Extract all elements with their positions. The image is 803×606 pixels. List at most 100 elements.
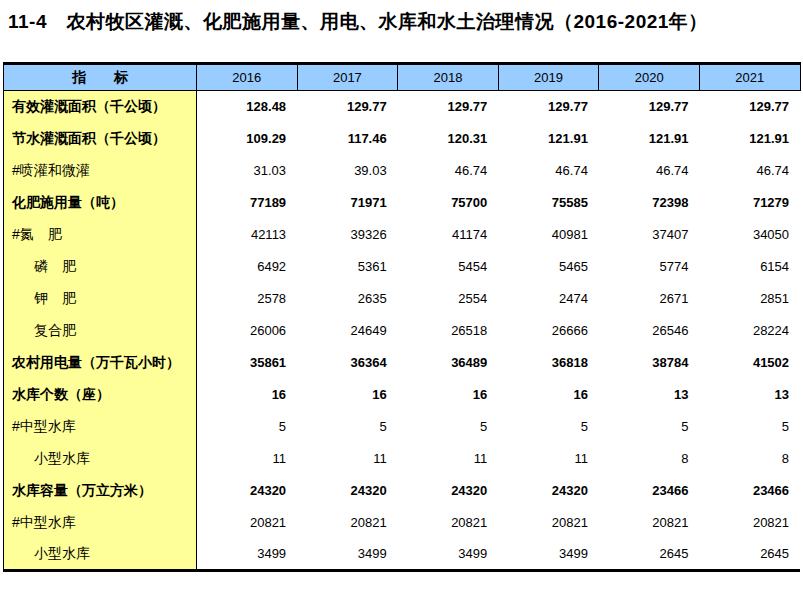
header-year-2019: 2019 [498, 64, 599, 91]
cell-value: 24320 [197, 475, 298, 507]
table-row: 小型水库1111111188 [4, 443, 801, 475]
cell-value: 121.91 [599, 123, 700, 155]
cell-value: 38784 [599, 347, 700, 379]
cell-value: 20821 [197, 507, 298, 539]
cell-value: 5454 [398, 251, 499, 283]
cell-value: 77189 [197, 187, 298, 219]
cell-value: 129.77 [599, 91, 700, 123]
cell-value: 37407 [599, 219, 700, 251]
header-year-2018: 2018 [398, 64, 499, 91]
table-row: 磷 肥649253615454546557746154 [4, 251, 801, 283]
cell-value: 2635 [297, 283, 398, 315]
cell-value: 2671 [599, 283, 700, 315]
cell-value: 28224 [699, 315, 800, 347]
cell-value: 40981 [498, 219, 599, 251]
header-year-2016: 2016 [197, 64, 298, 91]
cell-value: 120.31 [398, 123, 499, 155]
statistics-table: 指 标 2016 2017 2018 2019 2020 2021 有效灌溉面积… [3, 62, 801, 572]
cell-value: 36818 [498, 347, 599, 379]
row-indicator-label: 水库个数（座） [4, 379, 197, 411]
cell-value: 26006 [197, 315, 298, 347]
cell-value: 75585 [498, 187, 599, 219]
row-indicator-label: 水库容量（万立方米） [4, 475, 197, 507]
cell-value: 11 [398, 443, 499, 475]
cell-value: 3499 [197, 539, 298, 571]
table-row: 小型水库349934993499349926452645 [4, 539, 801, 571]
cell-value: 20821 [599, 507, 700, 539]
cell-value: 24649 [297, 315, 398, 347]
cell-value: 16 [197, 379, 298, 411]
cell-value: 46.74 [699, 155, 800, 187]
cell-value: 6154 [699, 251, 800, 283]
cell-value: 46.74 [398, 155, 499, 187]
cell-value: 46.74 [498, 155, 599, 187]
cell-value: 2851 [699, 283, 800, 315]
cell-value: 11 [498, 443, 599, 475]
table-row: #中型水库555555 [4, 411, 801, 443]
cell-value: 6492 [197, 251, 298, 283]
cell-value: 2645 [599, 539, 700, 571]
row-indicator-label: 农村用电量（万千瓦小时） [4, 347, 197, 379]
table-row: 水库容量（万立方米）243202432024320243202346623466 [4, 475, 801, 507]
cell-value: 36489 [398, 347, 499, 379]
row-indicator-label: 有效灌溉面积（千公顷） [4, 91, 197, 123]
cell-value: 2554 [398, 283, 499, 315]
row-indicator-label: 节水灌溉面积（千公顷） [4, 123, 197, 155]
cell-value: 128.48 [197, 91, 298, 123]
cell-value: 5 [297, 411, 398, 443]
cell-value: 13 [599, 379, 700, 411]
cell-value: 23466 [699, 475, 800, 507]
table-row: #喷灌和微灌31.0339.0346.7446.7446.7446.74 [4, 155, 801, 187]
cell-value: 129.77 [498, 91, 599, 123]
cell-value: 31.03 [197, 155, 298, 187]
row-indicator-label: 复合肥 [4, 315, 197, 347]
cell-value: 2645 [699, 539, 800, 571]
page: 11-4 农村牧区灌溉、化肥施用量、用电、水库和水土治理情况（2016-2021… [0, 0, 803, 606]
cell-value: 5 [699, 411, 800, 443]
row-indicator-label: #喷灌和微灌 [4, 155, 197, 187]
cell-value: 3499 [297, 539, 398, 571]
row-indicator-label: 化肥施用量（吨） [4, 187, 197, 219]
cell-value: 24320 [398, 475, 499, 507]
table-row: 节水灌溉面积（千公顷）109.29117.46120.31121.91121.9… [4, 123, 801, 155]
table-row: 化肥施用量（吨）771897197175700755857239871279 [4, 187, 801, 219]
cell-value: 13 [699, 379, 800, 411]
row-indicator-label: 磷 肥 [4, 251, 197, 283]
cell-value: 26518 [398, 315, 499, 347]
cell-value: 41502 [699, 347, 800, 379]
cell-value: 16 [498, 379, 599, 411]
row-indicator-label: #氮 肥 [4, 219, 197, 251]
cell-value: 26666 [498, 315, 599, 347]
cell-value: 39.03 [297, 155, 398, 187]
header-year-2020: 2020 [599, 64, 700, 91]
cell-value: 11 [297, 443, 398, 475]
cell-value: 8 [699, 443, 800, 475]
cell-value: 2578 [197, 283, 298, 315]
table-row: 复合肥260062464926518266662654628224 [4, 315, 801, 347]
cell-value: 35861 [197, 347, 298, 379]
row-indicator-label: #中型水库 [4, 507, 197, 539]
table-row: 钾 肥257826352554247426712851 [4, 283, 801, 315]
cell-value: 129.77 [699, 91, 800, 123]
table-row: 农村用电量（万千瓦小时）3586136364364893681838784415… [4, 347, 801, 379]
cell-value: 46.74 [599, 155, 700, 187]
cell-value: 20821 [297, 507, 398, 539]
cell-value: 3499 [498, 539, 599, 571]
cell-value: 36364 [297, 347, 398, 379]
cell-value: 42113 [197, 219, 298, 251]
row-indicator-label: 小型水库 [4, 443, 197, 475]
table-row: #中型水库208212082120821208212082120821 [4, 507, 801, 539]
header-indicator: 指 标 [4, 64, 197, 91]
cell-value: 121.91 [498, 123, 599, 155]
cell-value: 20821 [699, 507, 800, 539]
cell-value: 8 [599, 443, 700, 475]
cell-value: 5465 [498, 251, 599, 283]
cell-value: 129.77 [297, 91, 398, 123]
table-row: 有效灌溉面积（千公顷）128.48129.77129.77129.77129.7… [4, 91, 801, 123]
cell-value: 5 [197, 411, 298, 443]
cell-value: 5361 [297, 251, 398, 283]
cell-value: 71279 [699, 187, 800, 219]
cell-value: 11 [197, 443, 298, 475]
page-title: 11-4 农村牧区灌溉、化肥施用量、用电、水库和水土治理情况（2016-2021… [8, 9, 708, 35]
cell-value: 71971 [297, 187, 398, 219]
